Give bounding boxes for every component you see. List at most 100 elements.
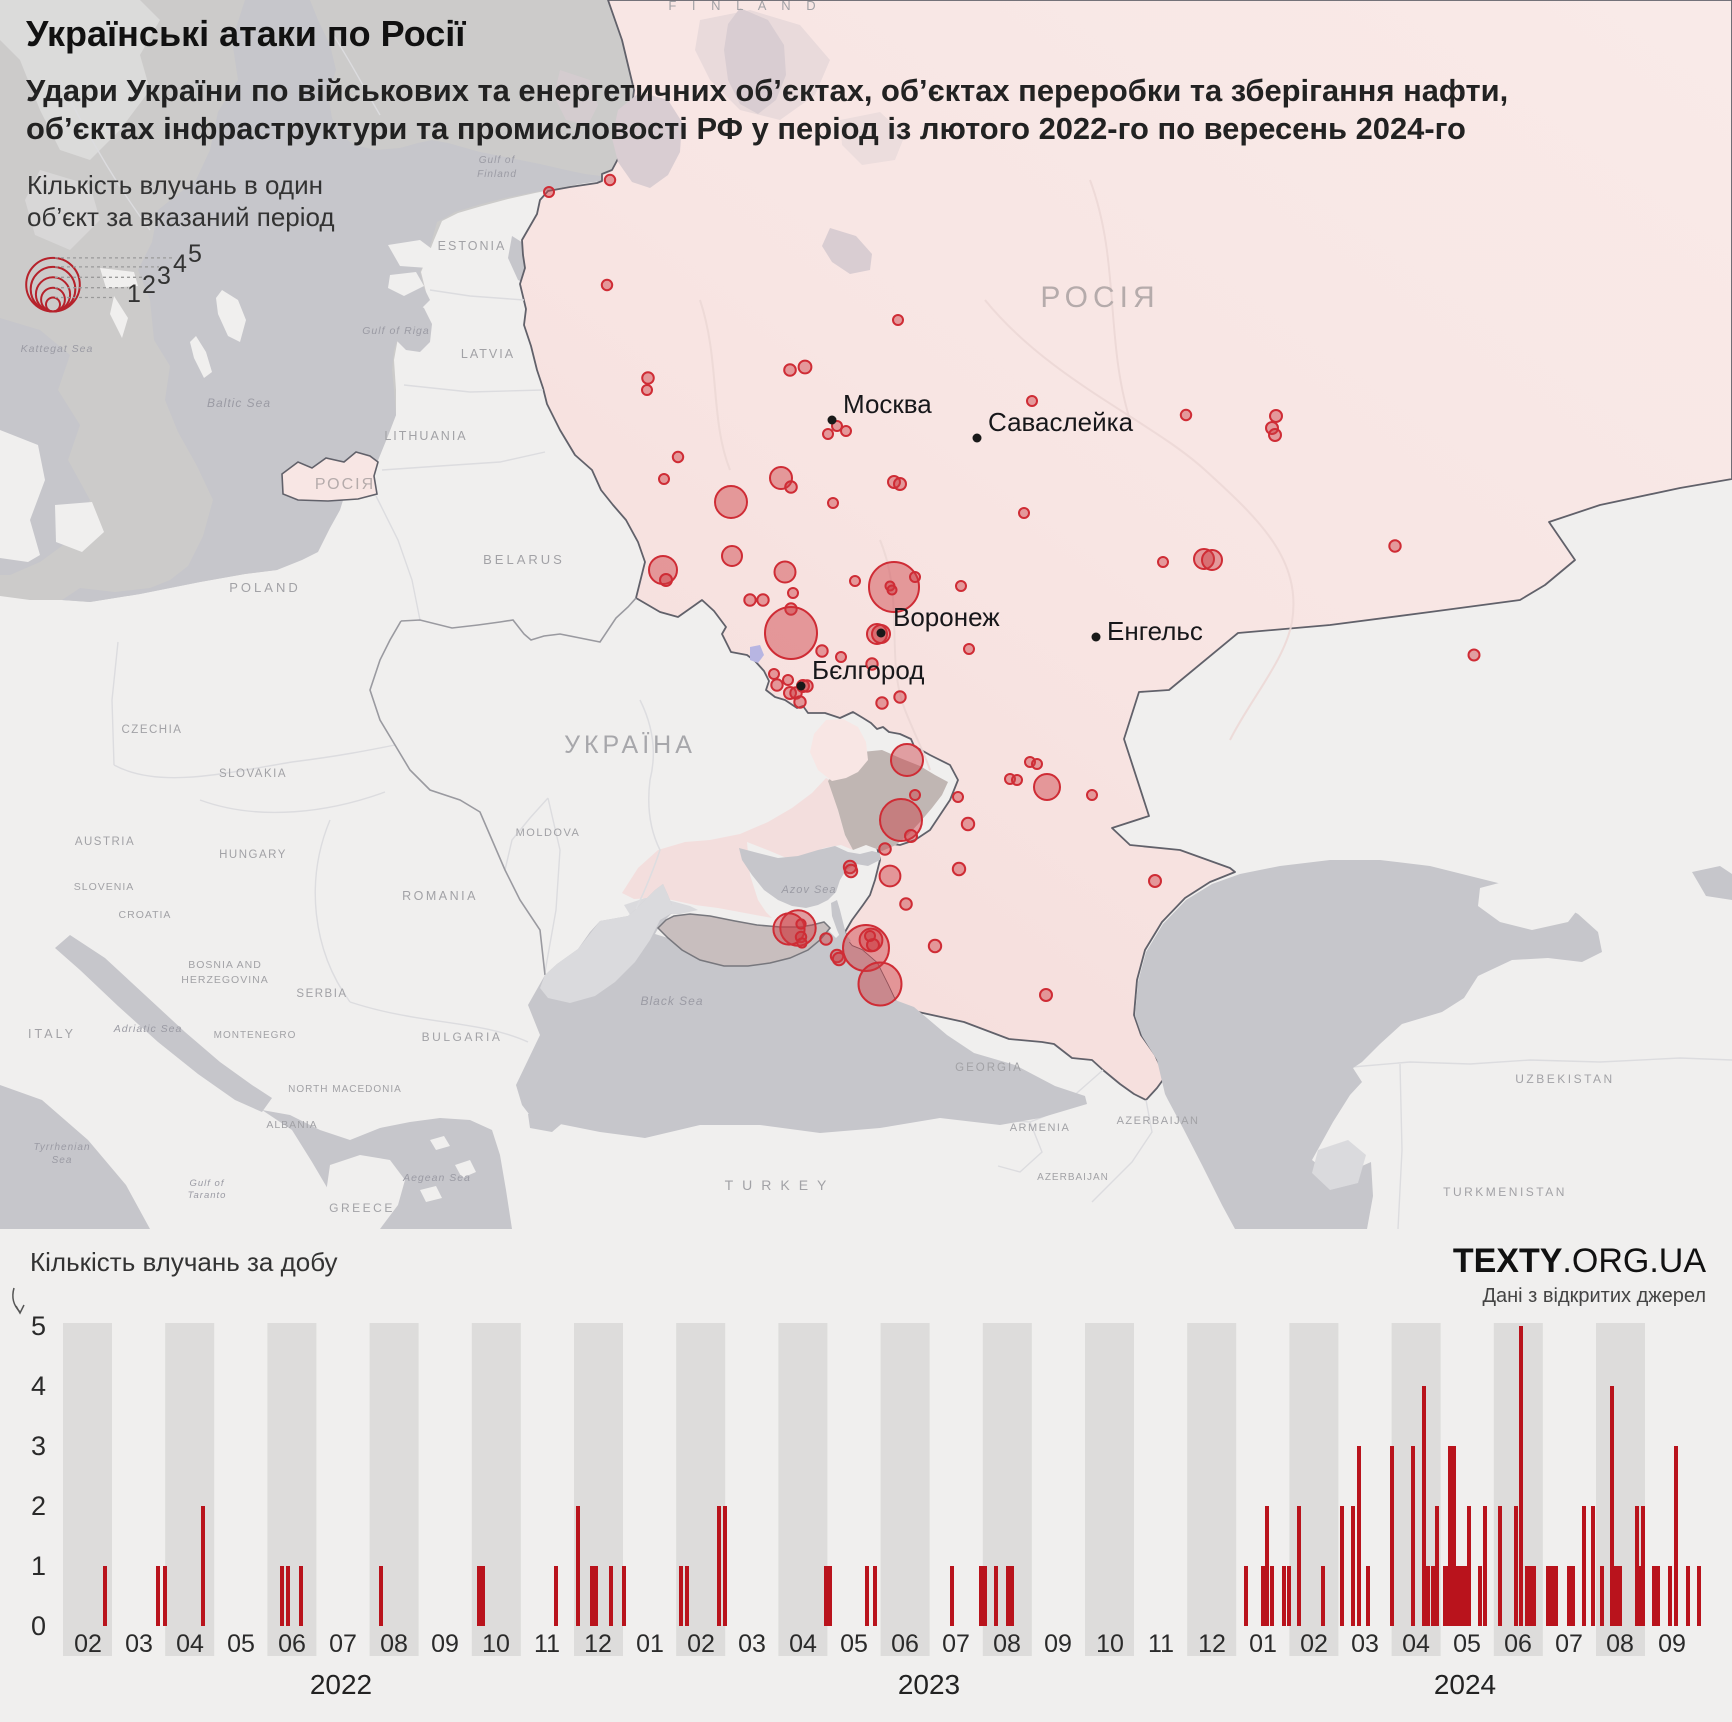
svg-text:HERZEGOVINA: HERZEGOVINA xyxy=(181,974,268,986)
svg-text:08: 08 xyxy=(380,1630,408,1658)
svg-text:AUSTRIA: AUSTRIA xyxy=(75,836,135,848)
svg-text:01: 01 xyxy=(636,1630,664,1658)
svg-text:Finland: Finland xyxy=(477,169,517,180)
svg-text:HUNGARY: HUNGARY xyxy=(219,849,287,861)
svg-text:02: 02 xyxy=(74,1630,102,1658)
svg-text:Енгельс: Енгельс xyxy=(1107,616,1203,646)
svg-text:Adriatic Sea: Adriatic Sea xyxy=(113,1023,183,1035)
svg-text:03: 03 xyxy=(1351,1630,1379,1658)
svg-text:GREECE: GREECE xyxy=(329,1201,395,1215)
svg-text:1: 1 xyxy=(31,1551,46,1581)
svg-text:02: 02 xyxy=(1300,1630,1328,1658)
svg-text:AZERBAIJAN: AZERBAIJAN xyxy=(1117,1115,1200,1127)
svg-text:ROMANIA: ROMANIA xyxy=(402,889,478,903)
svg-text:2: 2 xyxy=(31,1491,46,1521)
svg-text:BOSNIA AND: BOSNIA AND xyxy=(188,959,262,971)
svg-text:MOLDOVA: MOLDOVA xyxy=(516,827,581,839)
svg-text:3: 3 xyxy=(31,1431,46,1461)
svg-text:09: 09 xyxy=(1658,1630,1686,1658)
svg-text:07: 07 xyxy=(942,1630,970,1658)
svg-text:UZBEKISTAN: UZBEKISTAN xyxy=(1515,1072,1614,1086)
svg-text:4: 4 xyxy=(31,1371,46,1401)
svg-text:Саваслейка: Саваслейка xyxy=(988,407,1134,437)
svg-text:Azov Sea: Azov Sea xyxy=(780,884,836,896)
svg-text:LATVIA: LATVIA xyxy=(461,347,515,361)
svg-text:03: 03 xyxy=(738,1630,766,1658)
svg-text:Baltic Sea: Baltic Sea xyxy=(207,396,271,410)
svg-text:ITALY: ITALY xyxy=(28,1027,76,1041)
svg-text:Дані з відкритих джерел: Дані з відкритих джерел xyxy=(1482,1285,1706,1307)
svg-text:TURKEY: TURKEY xyxy=(725,1177,836,1193)
svg-text:08: 08 xyxy=(993,1630,1021,1658)
svg-text:LITHUANIA: LITHUANIA xyxy=(384,429,467,443)
svg-text:5: 5 xyxy=(188,240,202,268)
svg-text:MONTENEGRO: MONTENEGRO xyxy=(214,1030,297,1041)
svg-text:BULGARIA: BULGARIA xyxy=(422,1030,503,1044)
svg-text:0: 0 xyxy=(31,1611,46,1641)
svg-text:2022: 2022 xyxy=(310,1669,372,1700)
svg-text:06: 06 xyxy=(1504,1630,1532,1658)
svg-text:Бєлгород: Бєлгород xyxy=(812,655,924,685)
svg-text:Воронеж: Воронеж xyxy=(893,602,1000,632)
svg-text:11: 11 xyxy=(534,1630,560,1658)
svg-text:Gulf of Riga: Gulf of Riga xyxy=(362,325,429,337)
svg-text:РОСІЯ: РОСІЯ xyxy=(1040,281,1159,314)
svg-text:12: 12 xyxy=(1198,1630,1226,1658)
svg-text:Tyrrhenian: Tyrrhenian xyxy=(33,1142,90,1153)
svg-text:Москва: Москва xyxy=(843,389,932,419)
svg-text:09: 09 xyxy=(431,1630,459,1658)
svg-text:Кількість влучань за добу: Кількість влучань за добу xyxy=(30,1247,338,1277)
svg-text:GEORGIA: GEORGIA xyxy=(955,1062,1023,1074)
svg-text:BELARUS: BELARUS xyxy=(483,552,565,567)
svg-text:11: 11 xyxy=(1148,1630,1174,1658)
svg-text:04: 04 xyxy=(1402,1630,1430,1658)
svg-text:06: 06 xyxy=(278,1630,306,1658)
svg-text:NORTH MACEDONIA: NORTH MACEDONIA xyxy=(288,1084,402,1095)
svg-text:3: 3 xyxy=(157,262,171,290)
svg-text:CROATIA: CROATIA xyxy=(119,909,172,921)
svg-text:Taranto: Taranto xyxy=(188,1190,227,1201)
svg-text:Кількість влучань в один: Кількість влучань в один xyxy=(27,170,323,200)
svg-text:Kattegat Sea: Kattegat Sea xyxy=(21,343,94,355)
svg-text:Gulf of: Gulf of xyxy=(190,1178,225,1189)
svg-text:TEXTY.ORG.UA: TEXTY.ORG.UA xyxy=(1453,1242,1706,1280)
svg-text:05: 05 xyxy=(227,1630,255,1658)
svg-text:04: 04 xyxy=(176,1630,204,1658)
svg-text:02: 02 xyxy=(687,1630,715,1658)
svg-text:SLOVAKIA: SLOVAKIA xyxy=(219,768,287,780)
svg-text:06: 06 xyxy=(891,1630,919,1658)
svg-text:SLOVENIA: SLOVENIA xyxy=(74,881,135,893)
svg-text:Українські атаки по Росії: Українські атаки по Росії xyxy=(26,13,466,54)
svg-text:УКРАЇНА: УКРАЇНА xyxy=(564,731,696,759)
svg-text:TURKMENISTAN: TURKMENISTAN xyxy=(1443,1185,1567,1199)
svg-text:2: 2 xyxy=(142,271,156,299)
svg-text:ALBANIA: ALBANIA xyxy=(266,1119,317,1131)
svg-text:12: 12 xyxy=(584,1630,612,1658)
svg-text:РОСІЯ: РОСІЯ xyxy=(315,476,375,493)
svg-text:Удари України по військових та: Удари України по військових та енергетич… xyxy=(26,73,1508,108)
svg-text:5: 5 xyxy=(31,1311,46,1341)
svg-text:SERBIA: SERBIA xyxy=(296,988,347,1000)
svg-text:10: 10 xyxy=(1096,1630,1124,1658)
svg-text:4: 4 xyxy=(173,250,187,278)
svg-text:07: 07 xyxy=(329,1630,357,1658)
svg-text:07: 07 xyxy=(1555,1630,1583,1658)
svg-text:POLAND: POLAND xyxy=(229,580,300,595)
svg-text:1: 1 xyxy=(127,280,141,308)
svg-text:01: 01 xyxy=(1249,1630,1277,1658)
svg-text:об’єкт за вказаний період: об’єкт за вказаний період xyxy=(27,202,335,232)
svg-text:Gulf of: Gulf of xyxy=(479,155,516,166)
svg-text:03: 03 xyxy=(125,1630,153,1658)
svg-text:Aegean Sea: Aegean Sea xyxy=(402,1172,471,1184)
svg-text:Sea: Sea xyxy=(52,1155,73,1166)
svg-text:04: 04 xyxy=(789,1630,817,1658)
svg-text:об’єктах інфраструктури та про: об’єктах інфраструктури та промисловості… xyxy=(26,111,1466,146)
svg-text:08: 08 xyxy=(1606,1630,1634,1658)
svg-text:ESTONIA: ESTONIA xyxy=(438,239,507,253)
svg-text:2024: 2024 xyxy=(1434,1669,1496,1700)
svg-text:05: 05 xyxy=(1453,1630,1481,1658)
svg-text:F I N L A N D: F I N L A N D xyxy=(668,0,821,13)
svg-text:09: 09 xyxy=(1044,1630,1072,1658)
svg-text:10: 10 xyxy=(482,1630,510,1658)
svg-text:CZECHIA: CZECHIA xyxy=(122,724,183,736)
